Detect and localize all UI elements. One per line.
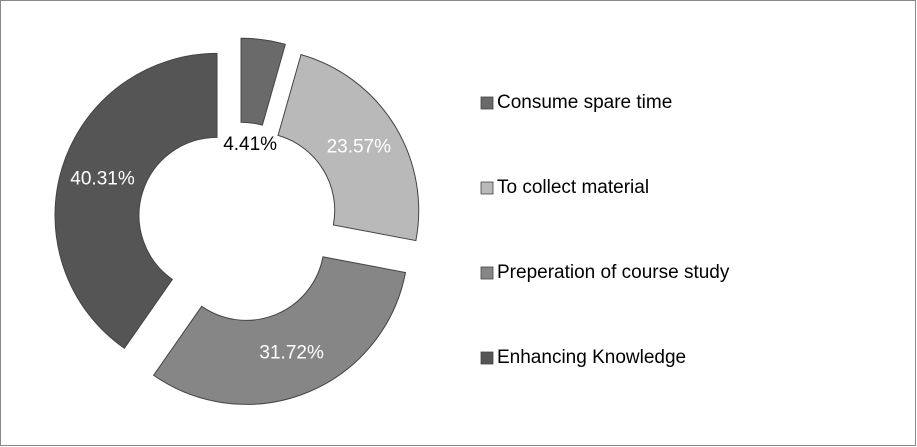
slice <box>152 256 407 405</box>
legend-swatch <box>480 351 494 365</box>
legend-swatch <box>480 96 494 110</box>
data-label: 40.31% <box>70 168 135 189</box>
donut: 4.41% 23.57% 31.72% 40.31% <box>54 37 420 405</box>
legend-label: To collect material <box>497 177 649 198</box>
legend-swatch <box>480 266 494 280</box>
slice <box>240 37 286 126</box>
legend-label: Consume spare time <box>497 92 672 113</box>
legend-label: Enhancing Knowledge <box>497 347 686 368</box>
slice <box>277 53 420 242</box>
legend-label: Preperation of course study <box>497 262 730 283</box>
slice <box>54 52 218 349</box>
legend: Consume spare time To collect material Pre… <box>480 92 730 368</box>
data-label: 31.72% <box>259 342 324 363</box>
data-label: 4.41% <box>223 134 277 155</box>
data-label: 23.57% <box>327 136 392 157</box>
legend-swatch <box>480 181 494 195</box>
